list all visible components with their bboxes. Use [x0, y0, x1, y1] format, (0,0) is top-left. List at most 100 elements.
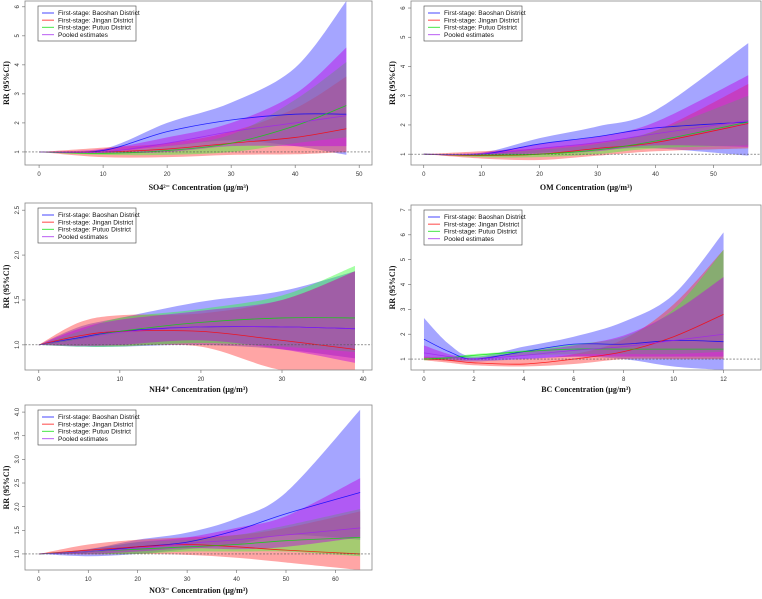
- ci-band-4: [38, 478, 361, 555]
- legend-label-3: First-stage: Putuo District: [58, 25, 131, 32]
- legend-label-3: First-stage: Putuo District: [58, 227, 131, 234]
- x-tick-label: 12: [720, 377, 727, 383]
- mean-line-4: [39, 115, 347, 153]
- y-tick-label: 4: [15, 63, 21, 67]
- legend-label-1: First-stage: Baoshan District: [444, 10, 526, 17]
- x-tick-label: 10: [85, 577, 92, 583]
- mean-line-4: [423, 333, 724, 360]
- mean-line-3: [423, 348, 724, 360]
- legend-label-3: First-stage: Putuo District: [58, 429, 131, 436]
- legend-label-4: Pooled estimates: [444, 32, 495, 39]
- mean-line-4: [38, 326, 355, 346]
- y-axis-label: RR (95%CI): [388, 265, 397, 309]
- x-tick-label: 50: [356, 172, 363, 178]
- x-tick-label: 50: [283, 577, 290, 583]
- x-tick-label: 20: [164, 172, 171, 178]
- y-tick-label: 2: [15, 121, 21, 125]
- ci-band-2: [38, 511, 361, 570]
- x-tick-label: 40: [360, 377, 367, 383]
- y-tick-label: 3.0: [15, 455, 21, 464]
- y-tick-label: 6: [401, 6, 407, 10]
- y-tick-label: 2: [401, 123, 407, 127]
- y-axis-label: RR (95%CI): [2, 61, 11, 105]
- legend: First-stage: Baoshan DistrictFirst-stage…: [37, 409, 140, 446]
- y-tick-label: 2: [401, 332, 407, 336]
- mean-line-4: [38, 527, 361, 555]
- legend: First-stage: Baoshan DistrictFirst-stage…: [37, 207, 140, 244]
- x-axis-label: BC Concentration (μg/m³): [541, 385, 631, 394]
- legend-box: [37, 409, 137, 446]
- x-axis-label: SO4²⁻ Concentration (μg/m³): [149, 183, 249, 192]
- y-tick-label: 1: [401, 357, 407, 361]
- y-tick-label: 2.0: [15, 502, 21, 511]
- ci-band-4: [39, 47, 347, 154]
- y-tick-label: 4.0: [15, 407, 21, 416]
- y-tick-label: 3: [15, 92, 21, 96]
- x-tick-label: 40: [292, 172, 299, 178]
- mean-line-2: [423, 123, 749, 157]
- legend: First-stage: Baoshan District First-stage…: [423, 5, 526, 42]
- ci-band-2: [423, 84, 749, 161]
- ci-band-4: [423, 75, 749, 156]
- legend-label-1: First-stage: Baoshan District: [444, 214, 526, 221]
- x-tick-label: 40: [233, 577, 240, 583]
- plot-frame: [24, 404, 373, 571]
- x-tick-label: 6: [572, 377, 576, 383]
- x-tick-label: 20: [134, 577, 141, 583]
- legend-label-2: First-stage: Jingan District: [444, 221, 519, 228]
- plot-frame: [410, 0, 762, 166]
- x-tick-label: 0: [37, 172, 41, 178]
- legend-label-3: First-stage: Putuo District: [444, 25, 517, 32]
- mean-line-3: [423, 121, 749, 156]
- plot-area: [411, 43, 761, 161]
- ci-band-4: [423, 277, 724, 361]
- mean-line-3: [39, 105, 347, 154]
- legend-box: [423, 5, 523, 42]
- x-tick-label: 2: [472, 377, 476, 383]
- legend-label-2: First-stage: Jingan District: [58, 17, 133, 24]
- x-tick-label: 60: [332, 577, 339, 583]
- legend-label-4: Pooled estimates: [58, 234, 109, 241]
- chart-panel-1: 0 10 20 30 40 50 1 2 3 4 5 6 SO4²⁻ Concentration (μg…: [2, 0, 373, 192]
- plot-frame: [410, 204, 762, 371]
- ci-band-3: [39, 61, 347, 156]
- x-tick-label: 10: [670, 377, 677, 383]
- y-tick-label: 5: [15, 34, 21, 38]
- x-axis-label: OM Concentration (μg/m³): [540, 183, 633, 192]
- ci-band-2: [38, 271, 355, 370]
- x-axis-label: NO3⁻ Concentration (μg/m³): [149, 586, 248, 595]
- y-tick-label: 2.5: [15, 478, 21, 487]
- y-tick-label: 4: [401, 64, 407, 68]
- legend-label-2: First-stage: Jingan District: [58, 219, 133, 226]
- x-tick-label: 0: [422, 172, 426, 178]
- mean-line-2: [38, 544, 361, 555]
- y-tick-label: 5: [401, 257, 407, 261]
- legend: First-stage: Baoshan DistrictFirst-stage…: [37, 5, 140, 42]
- x-tick-label: 20: [536, 172, 543, 178]
- ci-band-2: [39, 76, 347, 158]
- y-tick-label: 6: [401, 232, 407, 236]
- legend-label-4: Pooled estimates: [58, 32, 109, 39]
- ci-band-1: [39, 1, 347, 155]
- x-tick-label: 30: [228, 172, 235, 178]
- legend-label-4: Pooled estimates: [444, 236, 495, 243]
- y-tick-label: 1.0: [15, 340, 21, 349]
- plot-area: [25, 409, 372, 570]
- legend-label-4: Pooled estimates: [58, 436, 109, 443]
- y-tick-label: 6: [15, 4, 21, 8]
- y-tick-label: 2.5: [15, 205, 21, 214]
- y-tick-label: 3: [401, 307, 407, 311]
- plot-area: [25, 1, 372, 158]
- legend-label-2: First-stage: Jingan District: [58, 421, 133, 428]
- y-tick-label: 4: [401, 282, 407, 286]
- x-tick-label: 30: [184, 577, 191, 583]
- legend-box: [37, 207, 137, 244]
- y-tick-label: 1: [401, 152, 407, 156]
- plot-area: [411, 232, 761, 370]
- x-tick-label: 40: [652, 172, 659, 178]
- ci-band-1: [38, 271, 355, 359]
- y-tick-label: 1.0: [15, 549, 21, 558]
- mean-line-2: [423, 313, 724, 365]
